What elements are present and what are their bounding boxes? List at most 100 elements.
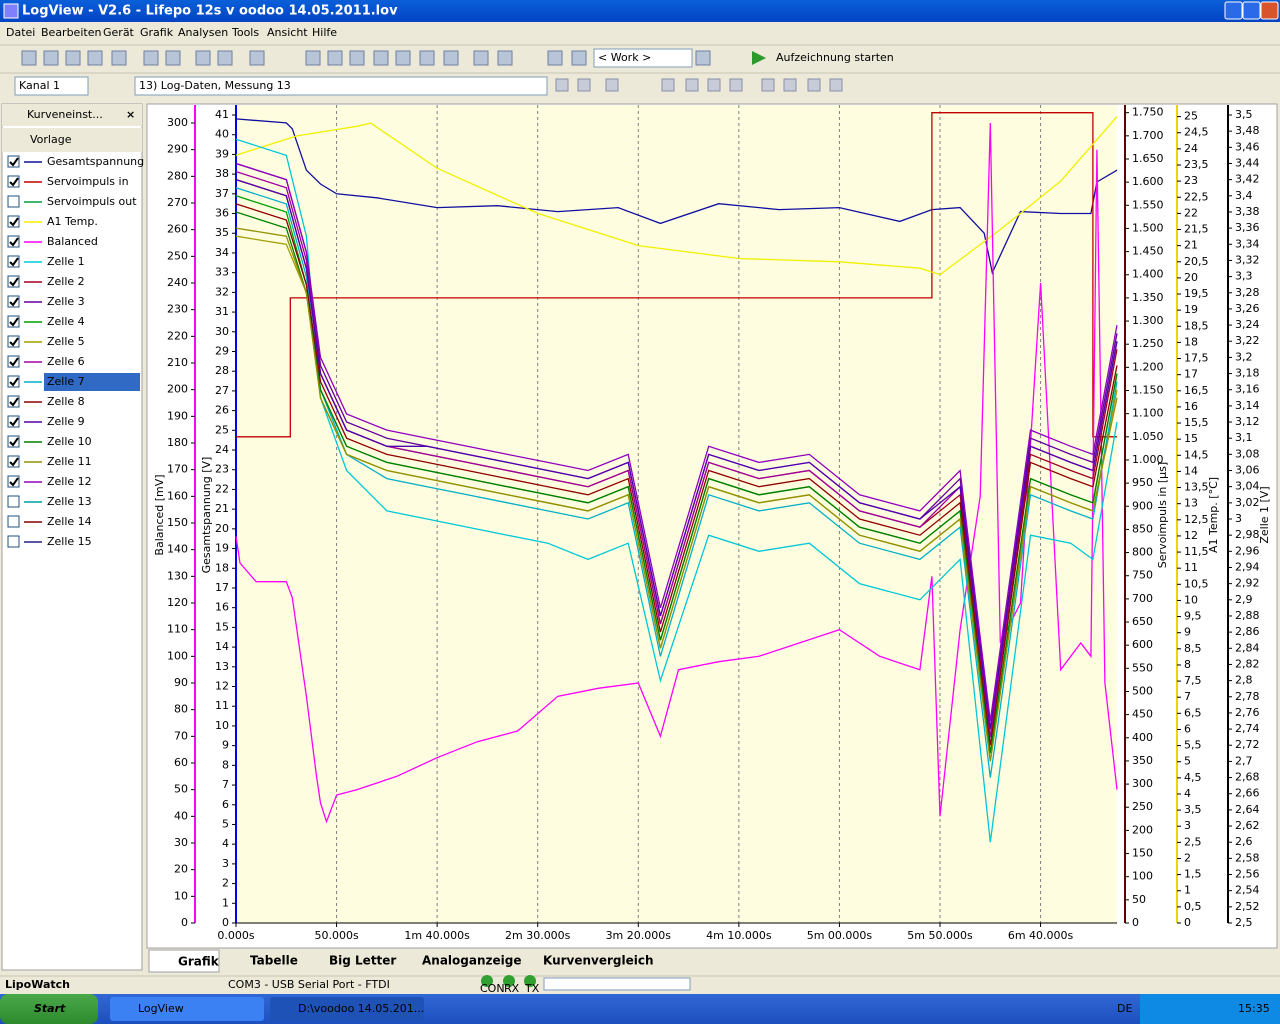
icon[interactable] [217, 50, 233, 66]
legend-label[interactable]: Zelle 14 [47, 515, 92, 528]
menu-item[interactable]: Gerät [103, 26, 135, 39]
icon[interactable] [165, 50, 181, 66]
icon[interactable] [695, 50, 711, 66]
icon[interactable] [707, 78, 721, 92]
icon[interactable] [395, 50, 411, 66]
legend-label[interactable]: Zelle 10 [47, 435, 92, 448]
icon[interactable] [571, 50, 587, 66]
record-button[interactable]: Aufzeichnung starten [776, 51, 894, 64]
legend-label[interactable]: Zelle 1 [47, 255, 85, 268]
menu-item[interactable]: Tools [231, 26, 259, 39]
y-tick-label: 6,5 [1184, 706, 1202, 719]
icon[interactable] [497, 50, 513, 66]
icon[interactable] [555, 78, 569, 92]
legend-label[interactable]: Zelle 11 [47, 455, 92, 468]
icon[interactable] [327, 50, 343, 66]
legend-label[interactable]: Zelle 5 [47, 335, 85, 348]
tab[interactable]: Tabelle [250, 954, 298, 968]
y-tick-label: 210 [167, 356, 188, 369]
legend-label[interactable]: Zelle 13 [47, 495, 92, 508]
start-button[interactable] [0, 994, 98, 1024]
start-label[interactable]: Start [34, 1002, 66, 1015]
legend-label[interactable]: Zelle 7 [47, 375, 85, 388]
y-tick-label: 700 [1132, 592, 1153, 605]
icon[interactable] [729, 78, 743, 92]
icon[interactable] [373, 50, 389, 66]
legend-label[interactable]: Zelle 9 [47, 415, 85, 428]
close-button[interactable] [1260, 1, 1279, 20]
icon[interactable] [143, 50, 159, 66]
sidebar-close[interactable]: × [126, 108, 135, 121]
menu-item[interactable]: Datei [6, 26, 35, 39]
icon[interactable] [21, 50, 37, 66]
y-tick-label: 1.600 [1132, 175, 1164, 188]
legend-label[interactable]: Zelle 6 [47, 355, 85, 368]
icon[interactable] [661, 78, 675, 92]
tab[interactable]: Analoganzeige [422, 954, 521, 968]
legend-checkbox [7, 335, 20, 348]
legend-label[interactable]: Zelle 8 [47, 395, 85, 408]
task-label[interactable]: LogView [138, 1002, 184, 1015]
log-combo[interactable] [134, 76, 548, 96]
menu-item[interactable]: Bearbeiten [41, 26, 101, 39]
tab[interactable]: Big Letter [329, 954, 396, 968]
legend-label[interactable]: Zelle 3 [47, 295, 85, 308]
channel-combo[interactable] [14, 76, 89, 96]
task-button[interactable] [110, 997, 264, 1021]
task-label[interactable]: D:\voodoo 14.05.201... [298, 1002, 424, 1015]
legend-label[interactable]: Zelle 2 [47, 275, 85, 288]
y-tick-label: 1.000 [1132, 453, 1164, 466]
menu-item[interactable]: Grafik [140, 26, 174, 39]
y-tick-label: 17,5 [1184, 352, 1209, 365]
legend-label[interactable]: A1 Temp. [47, 215, 98, 228]
icon[interactable] [783, 78, 797, 92]
icon[interactable] [43, 50, 59, 66]
icon[interactable] [305, 50, 321, 66]
language: DE [1117, 1002, 1132, 1015]
legend-label[interactable]: Gesamtspannung [47, 155, 144, 168]
legend-label[interactable]: Zelle 15 [47, 535, 92, 548]
icon[interactable] [249, 50, 265, 66]
icon[interactable] [349, 50, 365, 66]
icon[interactable] [761, 78, 775, 92]
y-tick-label: 3 [1235, 512, 1242, 525]
icon[interactable] [87, 50, 103, 66]
icon[interactable] [111, 50, 127, 66]
icon[interactable] [829, 78, 843, 92]
menu-item[interactable]: Analysen [178, 26, 228, 39]
legend-label[interactable]: Zelle 12 [47, 475, 92, 488]
template-button[interactable]: Vorlage [30, 133, 72, 146]
legend-label[interactable]: Servoimpuls out [47, 195, 137, 208]
y-tick-label: 3,1 [1235, 431, 1253, 444]
icon[interactable] [473, 50, 489, 66]
y-tick-label: 19,5 [1184, 287, 1209, 300]
menu-item[interactable]: Hilfe [312, 26, 337, 39]
tab[interactable]: Kurvenvergleich [543, 954, 654, 968]
menu-item[interactable]: Ansicht [267, 26, 308, 39]
tab[interactable]: Grafik [178, 955, 220, 969]
y-tick-label: 40 [215, 128, 229, 141]
task-button[interactable] [270, 997, 424, 1021]
active-tab[interactable] [148, 949, 220, 973]
icon[interactable] [195, 50, 211, 66]
icon[interactable] [443, 50, 459, 66]
legend-label[interactable]: Zelle 4 [47, 315, 85, 328]
icon[interactable] [547, 50, 563, 66]
legend-check [9, 277, 19, 287]
icon[interactable] [807, 78, 821, 92]
minimize-button[interactable] [1224, 1, 1243, 20]
legend-label[interactable]: Servoimpuls in [47, 175, 129, 188]
icon[interactable] [419, 50, 435, 66]
profile-combo[interactable] [593, 48, 693, 68]
legend-label[interactable]: Balanced [47, 235, 98, 248]
icon[interactable] [65, 50, 81, 66]
maximize-button[interactable] [1242, 1, 1261, 20]
tab-bar [147, 949, 1277, 973]
icon[interactable] [577, 78, 591, 92]
icon[interactable] [685, 78, 699, 92]
y-tick-label: 12 [215, 680, 229, 693]
legend-check [9, 377, 19, 387]
led [503, 975, 515, 987]
icon[interactable] [605, 78, 619, 92]
play-icon [752, 51, 766, 65]
